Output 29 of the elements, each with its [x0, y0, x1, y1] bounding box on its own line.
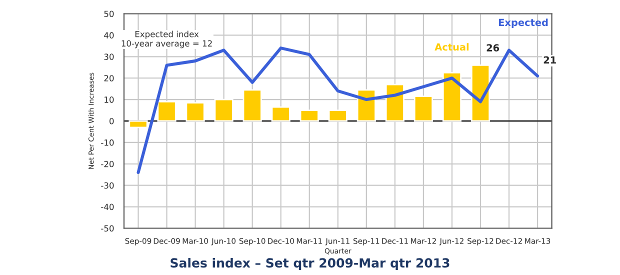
bar	[385, 84, 404, 122]
y-tick-label: -20	[101, 160, 114, 168]
y-tick-label: 20	[104, 75, 114, 82]
data-label: 21	[544, 56, 556, 64]
y-tick-label: -40	[101, 204, 114, 210]
bar	[242, 89, 262, 122]
y-tick-label: -10	[101, 139, 114, 146]
y-tick-label: 40	[104, 32, 114, 38]
y-tick-label: 0	[110, 118, 114, 124]
bar	[300, 110, 319, 122]
y-tick-label: 50	[104, 10, 114, 18]
data-label: 26	[486, 44, 500, 52]
bar	[128, 120, 148, 128]
y-tick-label: -30	[101, 182, 114, 189]
bar	[157, 101, 176, 122]
y-tick-label: -50	[101, 225, 114, 232]
text: Sales index – Set qtr 2009-Mar qtr 2013	[170, 258, 450, 270]
series-label: Actual	[434, 43, 469, 51]
y-tick-label: 10	[104, 96, 114, 103]
annotation: Expected index 10-year average = 12	[122, 30, 212, 48]
bar	[470, 64, 490, 122]
bar	[414, 96, 433, 122]
bar	[186, 102, 205, 122]
bar	[271, 106, 290, 122]
bar	[442, 72, 462, 122]
text: Expected	[498, 18, 548, 28]
y-tick-label: 30	[104, 54, 114, 60]
bar	[214, 98, 234, 122]
bar	[328, 110, 348, 122]
